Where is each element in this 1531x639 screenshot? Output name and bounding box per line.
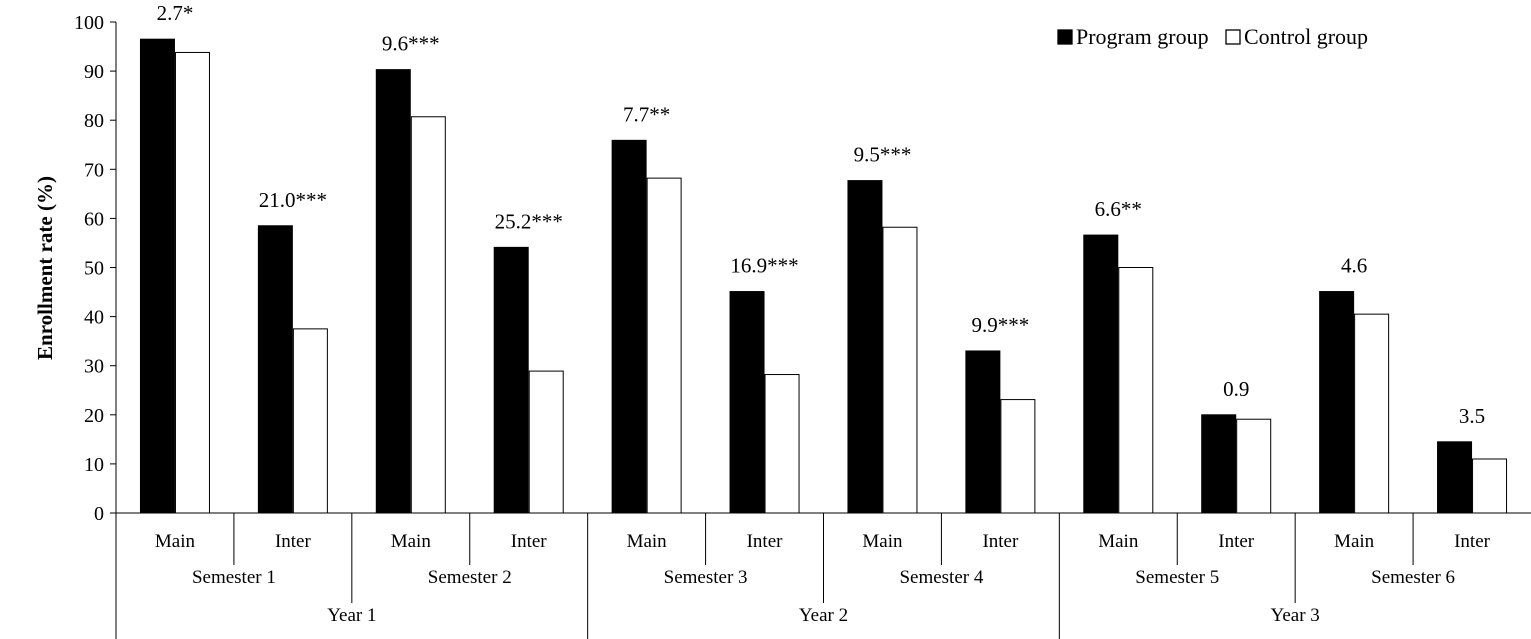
difference-annotation: 9.9*** — [972, 313, 1030, 337]
category-label: Main — [155, 531, 196, 552]
y-tick-label: 10 — [84, 454, 104, 476]
legend-control-group-swatch — [1225, 29, 1241, 45]
bar-control-group — [410, 116, 446, 514]
bar-control-group — [292, 328, 328, 514]
bar-control-group — [1472, 458, 1508, 514]
y-tick-label: 20 — [84, 405, 104, 427]
difference-annotation: 25.2*** — [495, 209, 563, 233]
bar-control-group — [1118, 267, 1154, 514]
semester-label: Semester 5 — [1135, 567, 1219, 588]
legend-program-group-swatch — [1057, 29, 1073, 45]
difference-annotation: 16.9*** — [730, 254, 798, 278]
bar-control-group — [174, 51, 210, 514]
y-tick-label: 50 — [84, 258, 104, 280]
difference-annotation: 0.9 — [1223, 377, 1249, 401]
semester-label: Semester 6 — [1371, 567, 1455, 588]
bar-program-group — [847, 180, 883, 514]
bar-program-group — [375, 69, 411, 514]
year-label: Year 2 — [799, 605, 848, 626]
category-label: Main — [391, 531, 432, 552]
y-tick-label: 40 — [84, 307, 104, 329]
semester-label: Semester 4 — [899, 567, 983, 588]
bar-control-group — [1000, 399, 1036, 514]
bar-program-group — [729, 291, 765, 514]
category-label: Main — [1334, 531, 1375, 552]
y-tick-label: 70 — [84, 159, 104, 181]
difference-annotation: 21.0*** — [259, 188, 327, 212]
difference-annotation: 2.7* — [157, 1, 194, 25]
bar-program-group — [139, 38, 175, 514]
y-tick-label: 80 — [84, 110, 104, 132]
year-label: Year 1 — [327, 605, 376, 626]
semester-label: Semester 2 — [428, 567, 512, 588]
difference-annotation: 9.6*** — [382, 32, 440, 56]
bar-control-group — [528, 370, 564, 514]
bar-control-group — [1354, 313, 1390, 514]
category-label: Inter — [747, 531, 784, 552]
y-axis-label: Enrollment rate (%) — [33, 176, 57, 360]
bar-control-group — [764, 374, 800, 514]
bar-program-group — [1437, 441, 1473, 514]
category-label: Inter — [275, 531, 312, 552]
category-label: Inter — [511, 531, 548, 552]
bar-program-group — [965, 350, 1001, 514]
bar-control-group — [882, 226, 918, 514]
category-label: Inter — [1218, 531, 1255, 552]
category-label: Inter — [1454, 531, 1491, 552]
y-tick-label: 30 — [84, 356, 104, 378]
difference-annotation: 9.5*** — [854, 143, 912, 167]
bar-program-group — [611, 139, 647, 514]
legend-control-group-label: Control group — [1244, 24, 1368, 49]
year-label: Year 3 — [1271, 605, 1320, 626]
bar-program-group — [493, 246, 529, 514]
category-label: Inter — [982, 531, 1019, 552]
bar-control-group — [646, 177, 682, 514]
difference-annotation: 7.7** — [623, 102, 670, 126]
bar-program-group — [257, 225, 293, 514]
difference-annotation: 3.5 — [1459, 404, 1485, 428]
difference-annotation: 4.6 — [1341, 254, 1367, 278]
category-label: Main — [862, 531, 903, 552]
y-tick-label: 100 — [74, 12, 104, 34]
y-tick-label: 0 — [94, 503, 104, 525]
bar-program-group — [1319, 291, 1355, 514]
y-tick-label: 90 — [84, 61, 104, 83]
bar-control-group — [1236, 418, 1272, 514]
legend-program-group-label: Program group — [1076, 24, 1209, 49]
semester-label: Semester 3 — [664, 567, 748, 588]
semester-label: Semester 1 — [192, 567, 276, 588]
category-label: Main — [627, 531, 668, 552]
y-tick-label: 60 — [84, 208, 104, 230]
difference-annotation: 6.6** — [1095, 197, 1142, 221]
bar-program-group — [1201, 414, 1237, 514]
y-axis-title: Enrollment rate (%) — [33, 176, 57, 360]
category-label: Main — [1098, 531, 1139, 552]
bar-program-group — [1083, 234, 1119, 514]
